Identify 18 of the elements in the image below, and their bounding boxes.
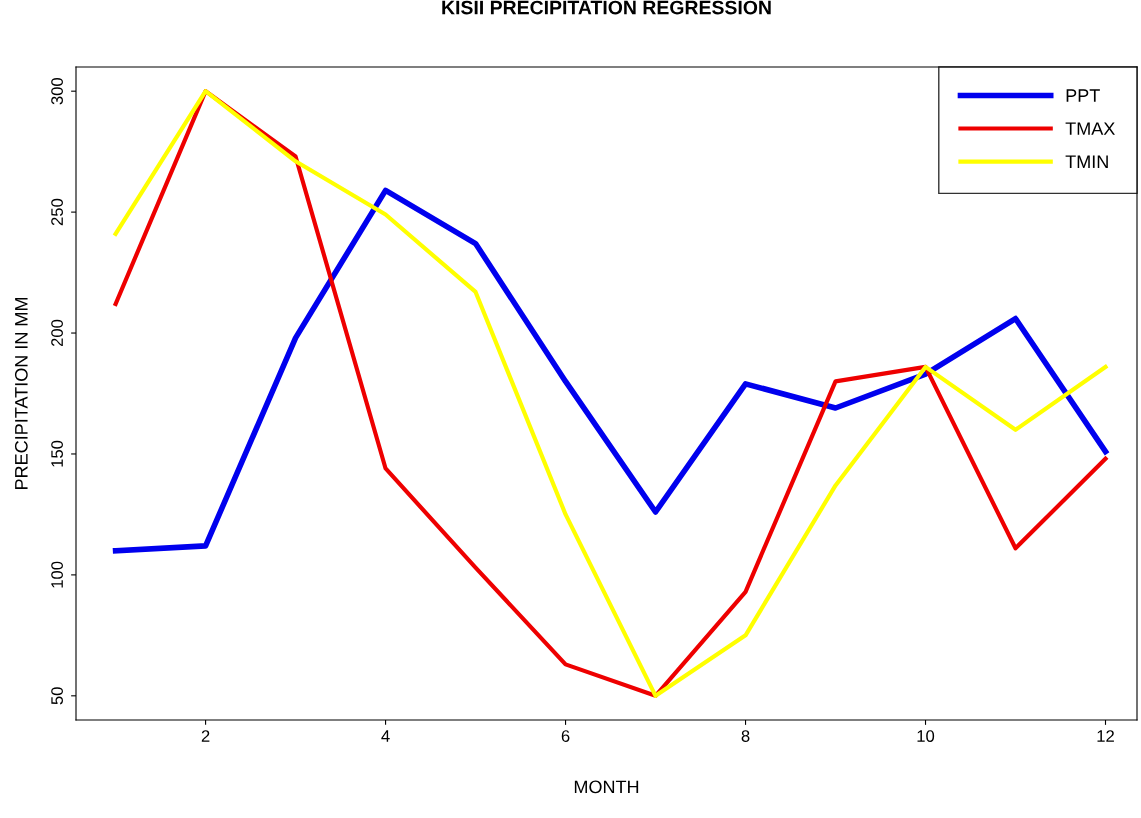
- y-tick-label: 150: [51, 440, 63, 467]
- x-tick-label: 12: [1097, 730, 1114, 742]
- legend-label: TMAX: [1065, 122, 1115, 135]
- legend-label: PPT: [1066, 89, 1100, 102]
- x-tick-label: 8: [741, 730, 750, 742]
- y-tick-label: 250: [51, 198, 63, 226]
- x-tick-label: 2: [201, 730, 210, 742]
- x-tick-label: 4: [381, 730, 390, 742]
- x-tick-label: 10: [917, 730, 935, 742]
- y-tick-label: 300: [51, 77, 63, 105]
- y-tick-label: 200: [51, 319, 63, 347]
- legend-label: TMIN: [1065, 155, 1108, 168]
- y-tick-label: 50: [51, 687, 63, 705]
- y-tick-label: 100: [51, 561, 63, 588]
- chart-title: KISII PRECIPITATION REGRESSION: [442, 0, 771, 15]
- x-axis-title: MONTH: [574, 780, 639, 794]
- y-axis-title: PRECIPITATION IN MM: [14, 298, 28, 489]
- x-tick-label: 6: [561, 730, 570, 742]
